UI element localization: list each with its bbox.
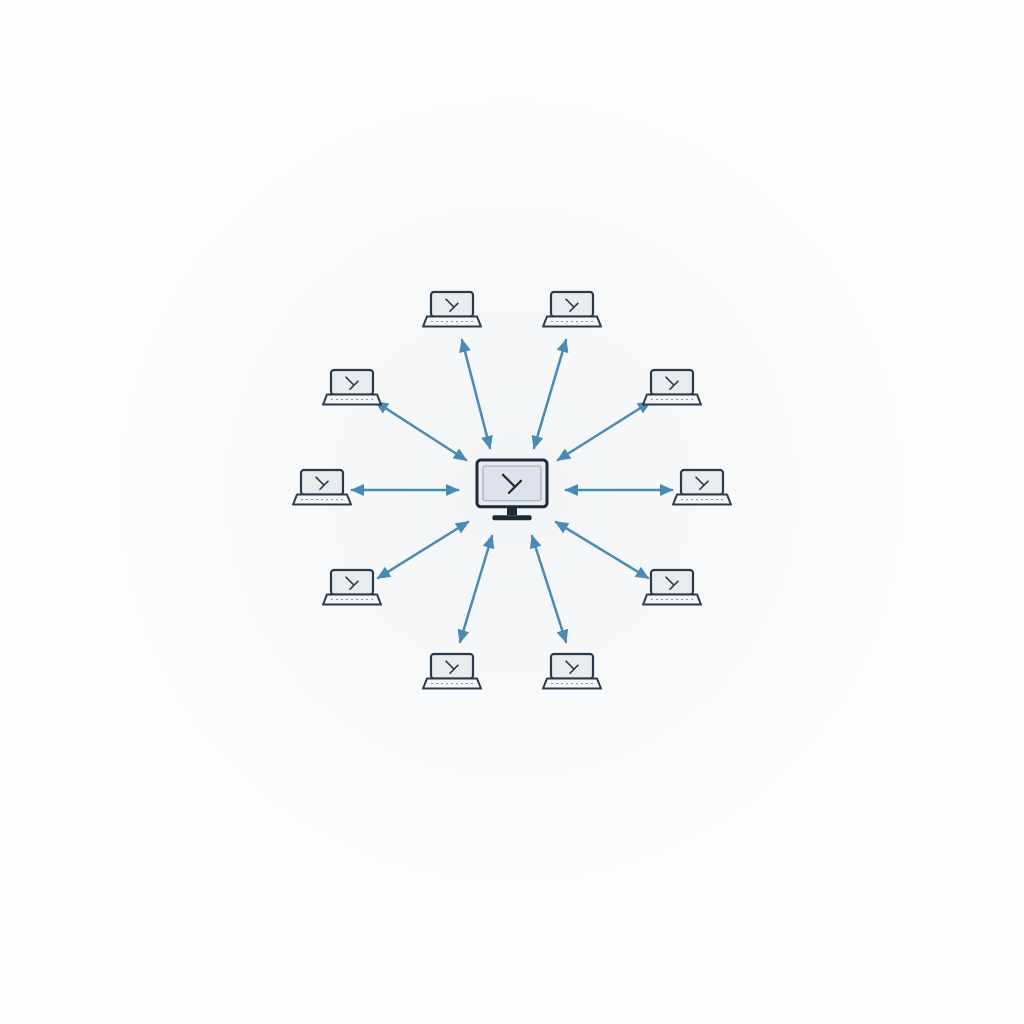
laptop-icon xyxy=(543,654,601,689)
laptop-icon xyxy=(423,654,481,689)
laptop-icon xyxy=(643,370,701,405)
laptop-icon xyxy=(673,470,731,505)
laptop-icon xyxy=(323,570,381,605)
laptop-icon xyxy=(323,370,381,405)
laptop-icon xyxy=(543,292,601,327)
network-diagram xyxy=(0,0,1024,1024)
laptop-icon xyxy=(643,570,701,605)
laptop-icon xyxy=(423,292,481,327)
laptop-icon xyxy=(293,470,351,505)
